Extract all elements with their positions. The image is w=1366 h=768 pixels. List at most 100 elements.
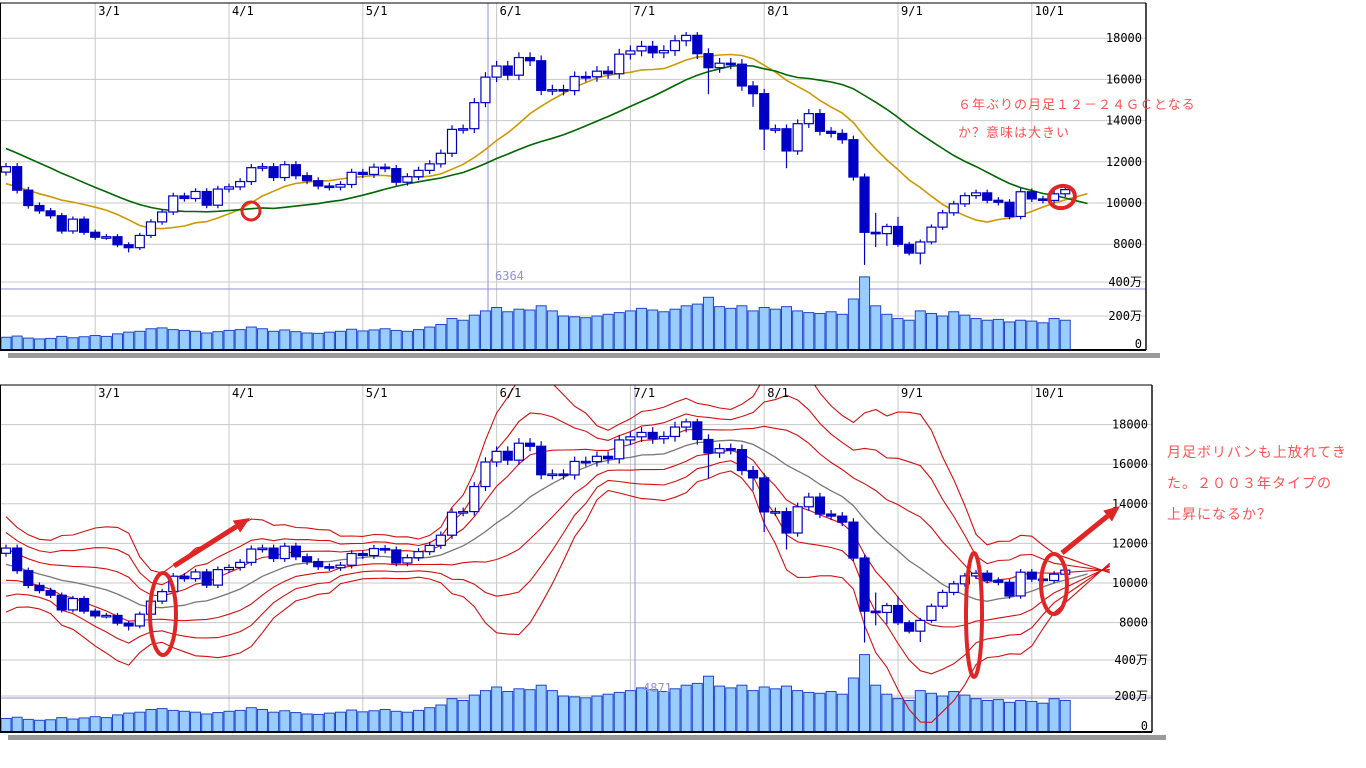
volume-bar — [401, 711, 413, 732]
candle-body-down — [814, 496, 826, 515]
volume-bar — [714, 306, 726, 350]
volume-bar — [1004, 321, 1015, 350]
candle-body-up — [803, 113, 814, 125]
candle-body-down — [536, 445, 547, 476]
monthly-ma-chart[interactable]: 3/1 4/1 5/1 6/1 7/1 8/1 9/1 10/1 18000 16000 14000… — [0, 2, 1160, 358]
volume-bar — [11, 716, 23, 732]
volume-bar — [591, 315, 603, 350]
candle-body-up — [1048, 573, 1060, 582]
volume-bar — [680, 305, 692, 350]
candle-body-down — [904, 622, 915, 632]
volume-bar — [468, 314, 480, 350]
candle-body-up — [446, 128, 458, 154]
candle-body-down — [837, 132, 848, 141]
candle-body-up — [368, 547, 380, 557]
volume-bar — [569, 696, 581, 732]
candle-body-down — [313, 560, 324, 568]
volume-bar — [647, 309, 659, 350]
volume-bar — [312, 332, 324, 350]
volume-bar — [145, 709, 157, 732]
candle-body-up — [915, 241, 926, 254]
volume-bar — [279, 710, 291, 732]
candle-body-down — [558, 88, 569, 92]
candle-body-up — [669, 40, 681, 52]
volume-bar — [413, 329, 425, 350]
candle-body-up — [402, 176, 413, 183]
candle-body-up — [491, 65, 502, 78]
candle-body-up — [446, 511, 458, 536]
candle-body-down — [1026, 571, 1037, 580]
annotation-arrow — [1060, 514, 1110, 555]
annotation-arrow-head — [1103, 506, 1120, 522]
candle-body-down — [703, 53, 714, 69]
volume-bar — [323, 331, 335, 350]
volume-bar — [925, 312, 937, 350]
volume-bar — [346, 328, 358, 350]
volume-bar — [714, 685, 726, 732]
candle-body-up — [948, 583, 959, 594]
volume-bar — [702, 296, 714, 350]
price-axis-label: 12000 — [1106, 155, 1142, 169]
candle-body-up — [491, 450, 502, 463]
annotation-note-top: ６年ぶりの月足１２－２４ＧＣとなる か？意味は大きい — [958, 92, 1196, 148]
candle-body-up — [212, 568, 223, 586]
candle-body-up — [625, 436, 636, 441]
volume-bar — [781, 306, 792, 350]
candle-body-down — [357, 552, 368, 557]
volume-bar — [335, 711, 346, 732]
annotation-note-line: か？意味は大きい — [958, 126, 1071, 141]
candle-body-up — [469, 485, 480, 513]
candle-body-up — [346, 552, 357, 566]
candle-body-up — [948, 203, 959, 214]
volume-bar — [45, 337, 57, 350]
candle-body-down — [502, 450, 513, 461]
volume-bar — [513, 308, 525, 350]
candle-body-down — [34, 584, 45, 592]
volume-bar — [903, 700, 915, 732]
candle-body-up — [658, 435, 669, 440]
bollinger-upper-2sigma — [5, 394, 1110, 586]
candle-body-up — [413, 169, 424, 178]
volume-bar — [992, 318, 1004, 350]
volume-bar — [870, 684, 882, 732]
candle-body-up — [67, 597, 79, 611]
volume-bar — [747, 310, 759, 350]
volume-bar — [513, 688, 525, 732]
candle-body-up — [346, 171, 357, 186]
candle-body-down — [45, 589, 56, 596]
price-axis-label: 8000 — [1119, 616, 1148, 630]
candle-body-down — [558, 473, 569, 477]
candle-body-up — [681, 34, 692, 42]
candle-body-down — [380, 166, 391, 170]
candle-body-down — [201, 190, 212, 206]
month-label: 9/1 — [901, 386, 923, 400]
volume-bar — [502, 691, 514, 732]
volume-axis-label: 0 — [1141, 719, 1148, 733]
candle-body-up — [513, 442, 525, 461]
candle-body-down — [602, 455, 614, 460]
price-axis-label: 10000 — [1106, 196, 1142, 210]
volume-bar — [56, 335, 68, 350]
volume-bar — [948, 691, 960, 732]
volume-bar — [859, 654, 871, 732]
volume-bar — [959, 314, 971, 350]
monthly-bollinger-chart[interactable]: 3/1 4/1 5/1 6/1 7/1 8/1 9/1 10/1 18000 16000 14000… — [0, 360, 1166, 740]
volume-bar — [825, 311, 837, 350]
candle-body-down — [892, 604, 904, 624]
month-label: 4/1 — [232, 4, 254, 18]
volume-axis-label: 200万 — [1108, 309, 1142, 323]
volume-bar — [45, 719, 57, 732]
candle-body-down — [324, 185, 335, 189]
volume-bar — [836, 313, 848, 350]
candle-body-down — [647, 45, 658, 54]
volume-bar — [669, 688, 681, 732]
annotation-ellipse — [964, 551, 984, 679]
volume-bar — [190, 330, 202, 350]
volume-bar — [145, 328, 157, 350]
volume-bar — [736, 305, 748, 350]
candle-body-down — [825, 513, 837, 517]
candle-body-up — [257, 547, 268, 551]
volume-bar — [290, 712, 302, 732]
